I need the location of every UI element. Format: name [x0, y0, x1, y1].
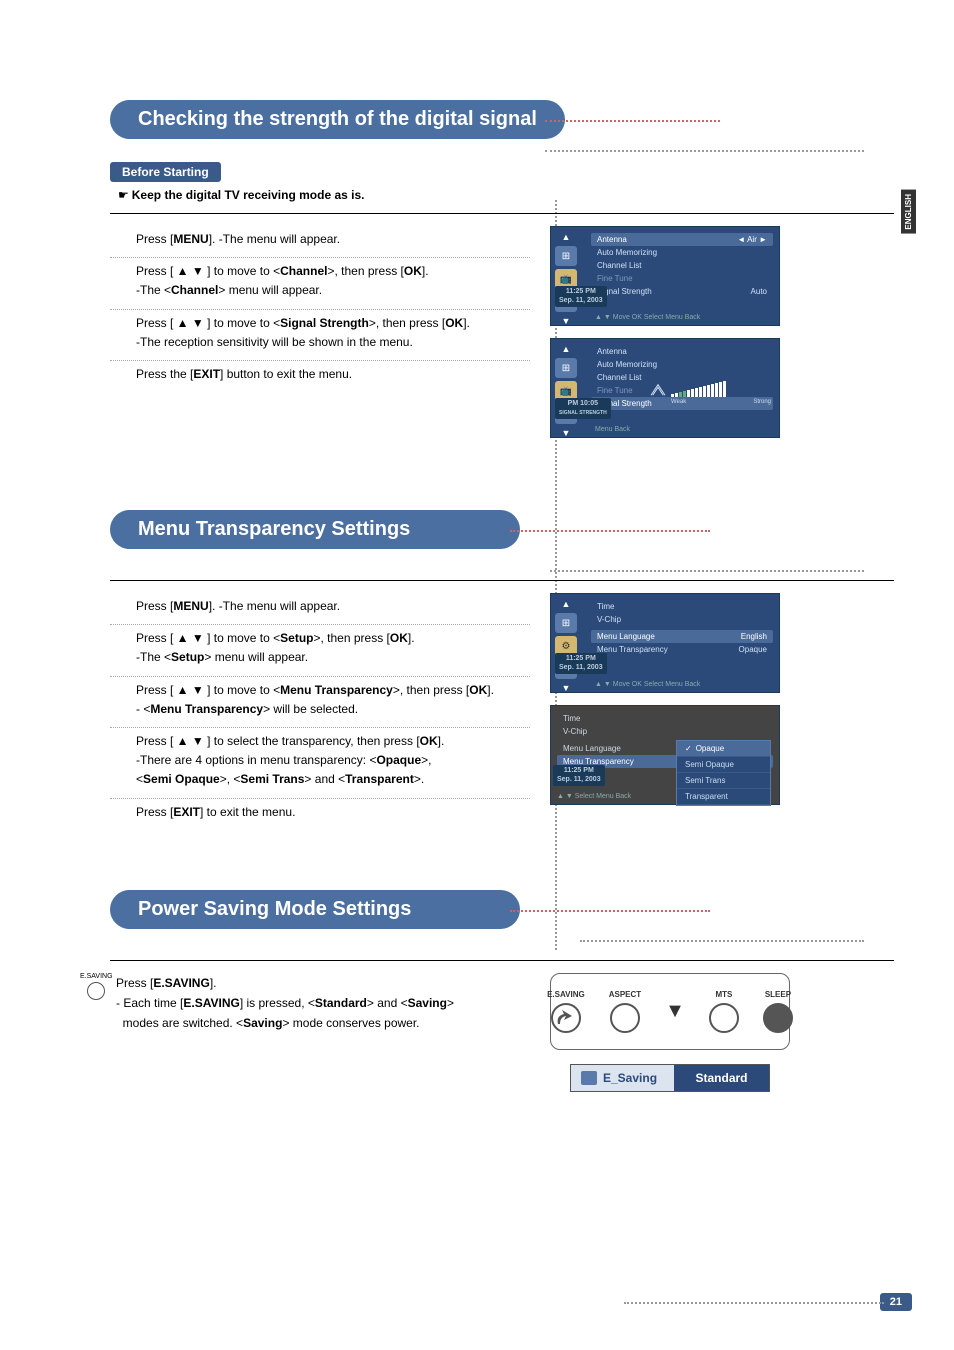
before-starting-block: Before Starting ☛ Keep the digital TV re… [110, 162, 894, 203]
decoration [580, 940, 864, 942]
decoration [510, 530, 710, 536]
remote-buttons: E.SAVING ASPECT ▼ MTS SLEEP [550, 973, 790, 1050]
step-3: Press [ ▲ ▼ ] to move to <Signal Strengt… [110, 310, 530, 361]
section-signal-strength: Checking the strength of the digital sig… [110, 100, 894, 450]
step-1: Press [MENU]. -The menu will appear. [110, 226, 530, 258]
section-power-saving: Power Saving Mode Settings E.SAVING Pres… [110, 890, 894, 1092]
section-title: Checking the strength of the digital sig… [110, 100, 565, 139]
divider [110, 580, 894, 581]
esaving-status-bar: E_Saving Standard [570, 1064, 770, 1092]
step-2: Press [ ▲ ▼ ] to move to <Setup>, then p… [110, 625, 530, 676]
language-tab: ENGLISH [901, 190, 916, 234]
step-5: Press [EXIT] to exit the menu. [110, 799, 530, 830]
divider [110, 213, 894, 214]
remote-esaving-button: E.SAVING [547, 990, 585, 1033]
decoration [550, 570, 864, 572]
step-1: Press [MENU]. -The menu will appear. [110, 593, 530, 625]
esaving-icon: E.SAVING [80, 973, 113, 1000]
step-3: Press [ ▲ ▼ ] to move to <Menu Transpare… [110, 677, 530, 728]
steps-column: E.SAVING Press [E.SAVING]. - Each time [… [110, 973, 530, 1092]
decoration [545, 120, 720, 126]
signal-meter: WeakStrong [671, 381, 771, 405]
step-4: Press the [EXIT] button to exit the menu… [110, 361, 530, 392]
before-starting-label: Before Starting [110, 162, 221, 182]
decoration [545, 150, 864, 152]
esaving-bar-icon [581, 1071, 597, 1085]
osd-screenshot-2: ▲⊞📺▦▼ AntennaAuto MemorizingChannel List… [550, 338, 780, 438]
remote-column: E.SAVING ASPECT ▼ MTS SLEEP E_Saving Sta… [550, 973, 790, 1092]
section-menu-transparency: Menu Transparency Settings Press [MENU].… [110, 510, 894, 830]
step-2: Press [ ▲ ▼ ] to move to <Channel>, then… [110, 258, 530, 309]
remote-mts-button: MTS [709, 990, 739, 1033]
steps-column: Press [MENU]. -The menu will appear. Pre… [110, 593, 530, 830]
osd-screenshot-3: ▲⊞⚙A▼ TimeV-ChipMenu LanguageEnglishMenu… [550, 593, 780, 693]
osd-column: ▲⊞📺A▼ Antenna◄ Air ►Auto MemorizingChann… [550, 226, 780, 450]
step-4: Press [ ▲ ▼ ] to select the transparency… [110, 728, 530, 799]
before-starting-text: ☛ Keep the digital TV receiving mode as … [110, 188, 894, 203]
divider [110, 960, 894, 961]
section-title: Power Saving Mode Settings [110, 890, 520, 929]
osd-screenshot-1: ▲⊞📺A▼ Antenna◄ Air ►Auto MemorizingChann… [550, 226, 780, 326]
section-title: Menu Transparency Settings [110, 510, 520, 549]
osd-screenshot-4: TimeV-ChipMenu LanguageMenu Transparency… [550, 705, 780, 805]
page-number: 21 [880, 1292, 912, 1310]
steps-column: Press [MENU]. -The menu will appear. Pre… [110, 226, 530, 450]
remote-sleep-button: SLEEP [763, 990, 793, 1033]
remote-arrow-button: ▼ [665, 996, 685, 1026]
osd-column: ▲⊞⚙A▼ TimeV-ChipMenu LanguageEnglishMenu… [550, 593, 780, 830]
decoration [510, 910, 710, 916]
remote-aspect-button: ASPECT [609, 990, 641, 1033]
